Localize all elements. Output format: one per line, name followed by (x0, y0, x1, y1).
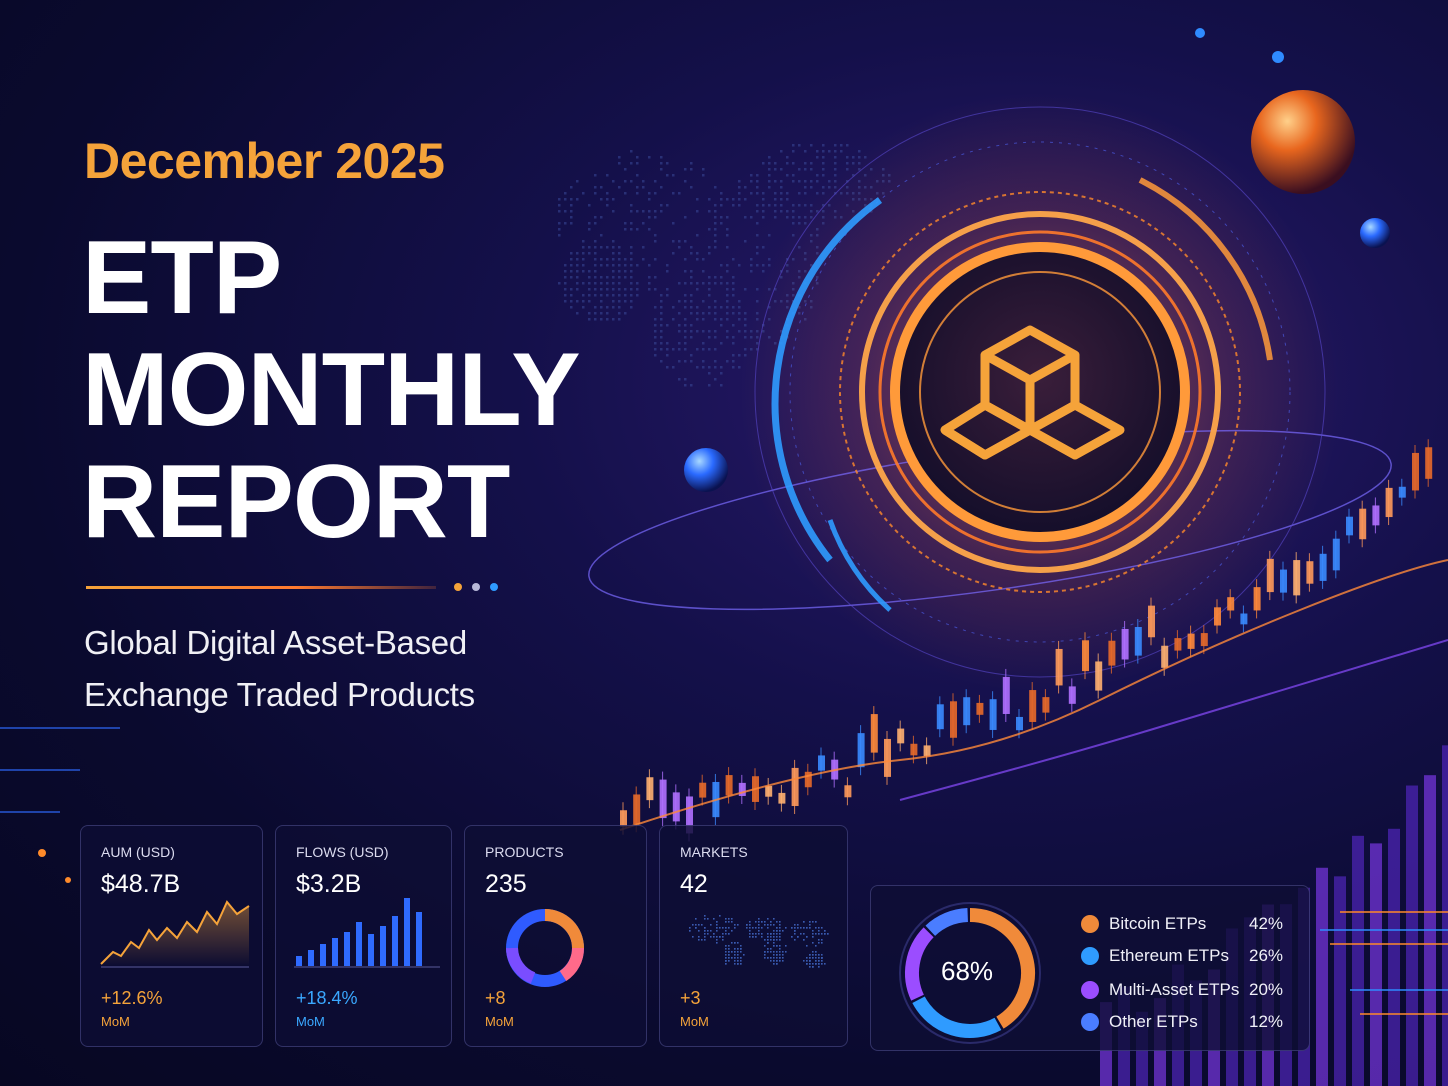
legend-label: Ethereum ETPs (1109, 946, 1229, 965)
multi-asset-swatch (1081, 981, 1099, 999)
etp-breakdown-panel: 68% Bitcoin ETPs 42% Ethereum ETPs 26% M… (870, 885, 1310, 1051)
breakdown-donut (899, 902, 1041, 1044)
markets-card: MARKETS 42 +3 MoM (659, 825, 848, 1047)
legend-pct: 26% (1249, 946, 1284, 965)
legend-row-other: Other ETPs 12% (1081, 1012, 1283, 1032)
ethereum-swatch (1081, 947, 1099, 965)
donut-segment-0 (969, 908, 1035, 1029)
card-change: +12.6% (101, 988, 163, 1008)
donut-segment-1 (912, 996, 1002, 1038)
donut-segment-3 (925, 908, 969, 937)
divider (86, 586, 436, 589)
report-date: December 2025 (84, 133, 445, 189)
card-label: FLOWS (USD) (296, 844, 389, 860)
products-donut (506, 909, 585, 987)
candlestick-chart-decor (620, 439, 1433, 842)
title-line-2: MONTHLY (82, 332, 581, 448)
card-period: MoM (680, 1014, 709, 1029)
aum-card: AUM (USD) $48.7B +12.6% MoM (80, 825, 263, 1047)
other-swatch (1081, 1013, 1099, 1031)
donut-center-label: 68% (941, 956, 994, 986)
legend-pct: 42% (1249, 914, 1284, 933)
card-value: $48.7B (101, 870, 181, 898)
card-value: $3.2B (296, 870, 362, 898)
markets-map-icon (689, 915, 829, 968)
card-value: 42 (680, 870, 708, 898)
aum-line-sparkline (100, 900, 250, 968)
legend-label: Other ETPs (1109, 1012, 1198, 1031)
legend-row-bitcoin: Bitcoin ETPs 42% (1081, 914, 1283, 934)
flows-bar-sparkline (294, 898, 440, 968)
orange-sphere (1251, 90, 1355, 194)
card-period: MoM (485, 1014, 514, 1029)
legend-row-ethereum: Ethereum ETPs 26% (1081, 946, 1283, 966)
title-line-3: REPORT (82, 444, 510, 560)
title-line-1: ETP (82, 220, 282, 336)
legend-pct: 20% (1249, 980, 1284, 999)
legend-label: Multi-Asset ETPs (1109, 980, 1240, 999)
card-change: +8 (485, 988, 506, 1008)
card-value: 235 (485, 870, 527, 898)
description-line-2: Exchange Traded Products (84, 676, 475, 713)
card-label: PRODUCTS (485, 844, 564, 860)
card-label: MARKETS (680, 844, 748, 860)
legend-pct: 12% (1249, 1012, 1284, 1031)
card-label: AUM (USD) (101, 844, 175, 860)
description-line-1: Global Digital Asset-Based (84, 624, 467, 661)
blue-sphere-left (684, 448, 728, 492)
card-change: +18.4% (296, 988, 358, 1008)
card-change: +3 (680, 988, 701, 1008)
legend-row-multi-asset: Multi-Asset ETPs 20% (1081, 980, 1283, 1000)
bitcoin-swatch (1081, 915, 1099, 933)
cube-logo-icon (940, 325, 1125, 460)
blue-sphere-right (1360, 218, 1390, 248)
legend-label: Bitcoin ETPs (1109, 914, 1207, 933)
flows-card: FLOWS (USD) $3.2B +18.4% MoM (275, 825, 452, 1047)
divider-dots (454, 583, 498, 591)
card-period: MoM (101, 1014, 130, 1029)
coin-emblem (890, 242, 1190, 542)
donut-segment-2 (905, 927, 934, 1001)
products-card: PRODUCTS 235 +8 MoM (464, 825, 647, 1047)
card-period: MoM (296, 1014, 325, 1029)
